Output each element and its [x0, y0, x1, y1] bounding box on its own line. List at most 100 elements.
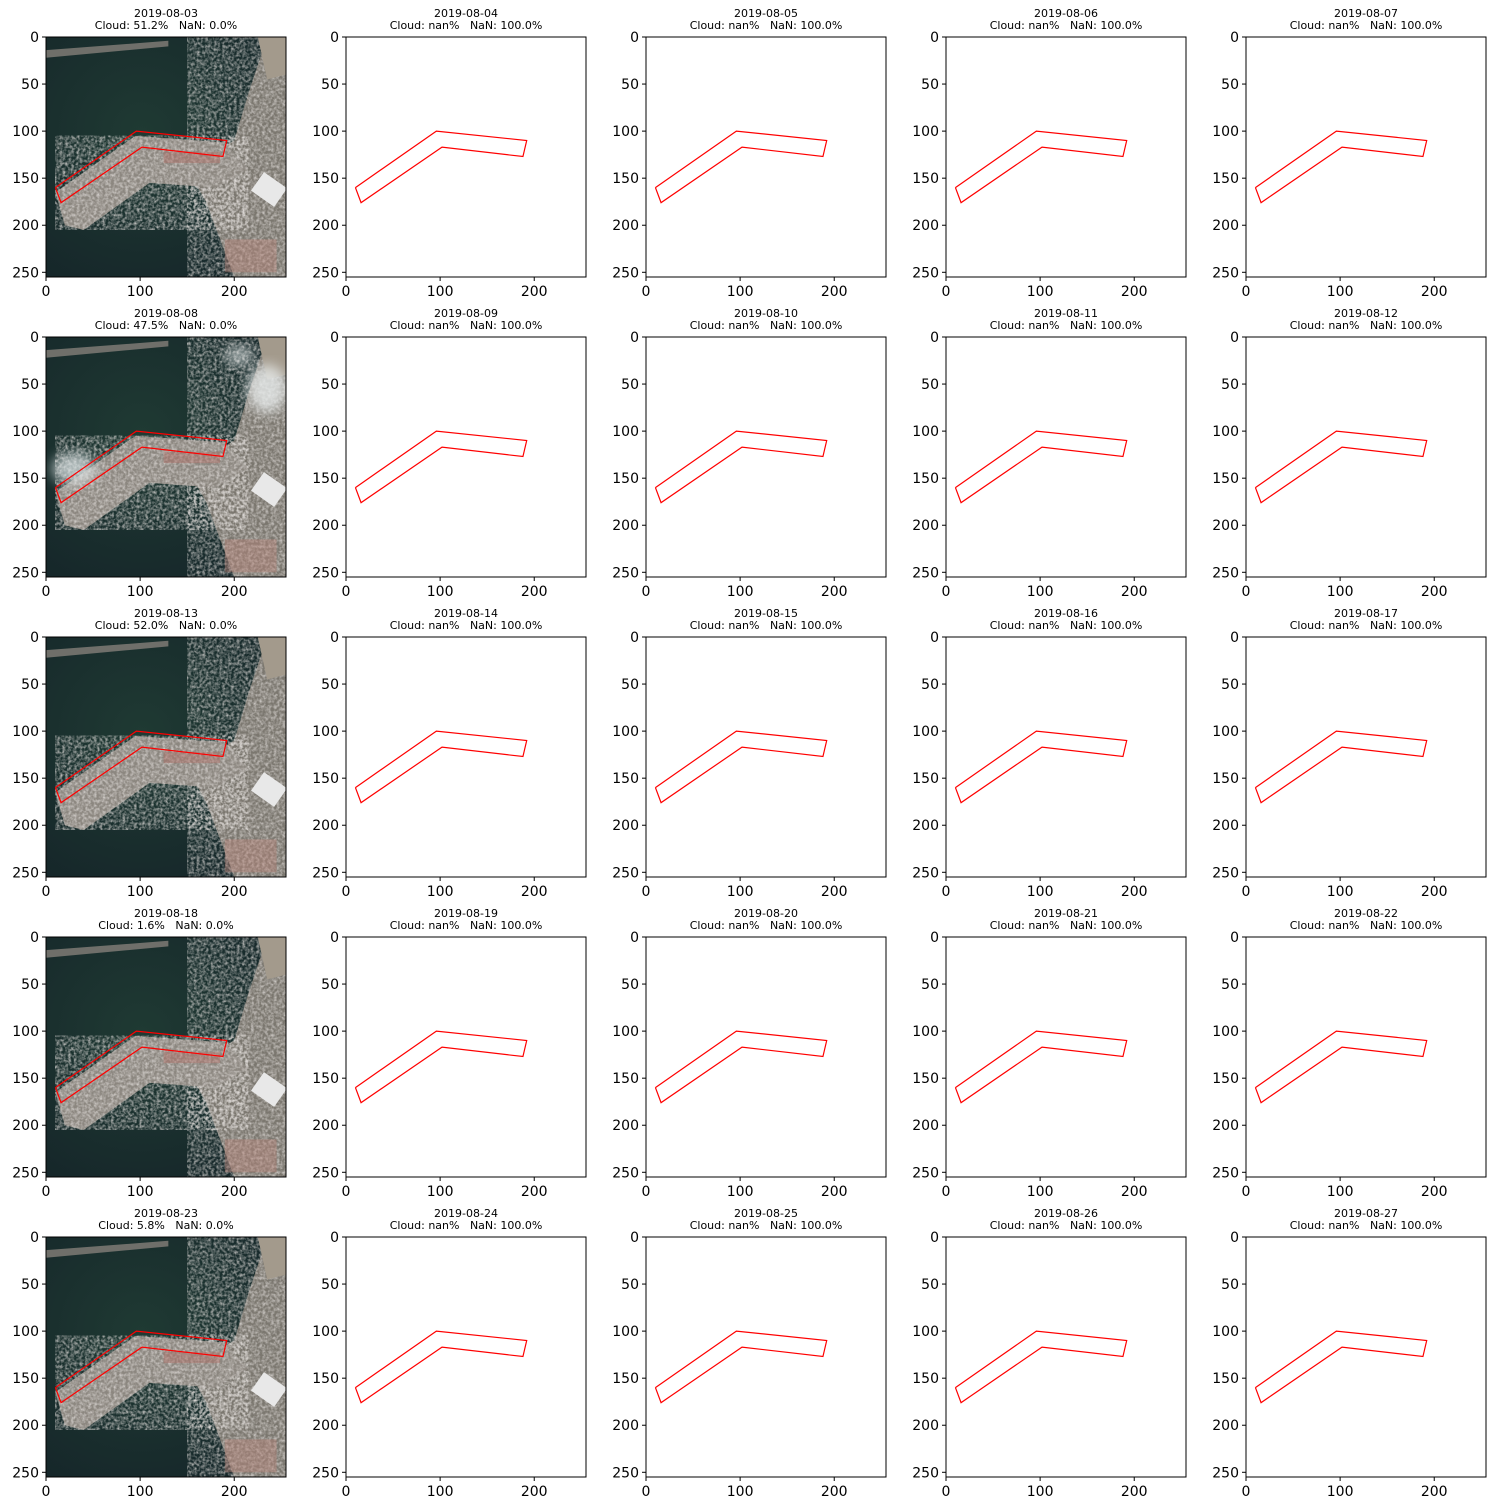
x-tick-label: 200: [821, 1184, 848, 1200]
y-tick-label: 200: [12, 518, 39, 534]
axes-frame: [1245, 36, 1487, 278]
aoi-outline: [954, 1030, 1128, 1104]
panel-date: 2019-08-18: [134, 907, 198, 920]
panel-date: 2019-08-26: [1034, 1207, 1098, 1220]
aoi-outline: [354, 730, 528, 804]
y-tick-label: 0: [930, 30, 939, 46]
x-tick-label: 0: [642, 284, 651, 300]
y-tick-label: 0: [330, 1230, 339, 1246]
x-tick-label: 200: [1121, 1184, 1148, 1200]
x-tick-label: 0: [942, 584, 951, 600]
y-tick-label: 200: [12, 218, 39, 234]
y-tick-label: 200: [12, 1418, 39, 1434]
y-tick-label: 250: [612, 265, 639, 281]
x-tick-label: 100: [727, 884, 754, 900]
x-tick-label: 200: [1121, 584, 1148, 600]
empty-image: [1246, 337, 1486, 577]
y-tick-label: 250: [1212, 865, 1239, 881]
x-tick-label: 100: [1327, 884, 1354, 900]
y-tick-label: 0: [630, 30, 639, 46]
satellite-image: [46, 37, 286, 277]
panel-date: 2019-08-15: [734, 607, 798, 620]
x-tick-label: 0: [642, 1184, 651, 1200]
y-tick-label: 0: [1230, 30, 1239, 46]
y-tick-label: 0: [930, 330, 939, 346]
y-tick-label: 250: [1212, 565, 1239, 581]
y-tick-label: 250: [312, 865, 339, 881]
axes-frame: [945, 936, 1187, 1178]
y-tick-label: 150: [12, 1071, 39, 1087]
panel-stats: Cloud: nan% NaN: 100.0%: [690, 319, 843, 332]
x-tick-label: 0: [42, 1184, 51, 1200]
aoi-outline: [954, 430, 1128, 504]
x-tick-label: 100: [427, 584, 454, 600]
axes-frame: [645, 936, 887, 1178]
x-tick-label: 100: [727, 284, 754, 300]
panel-stats: Cloud: nan% NaN: 100.0%: [390, 19, 543, 32]
y-tick-label: 100: [912, 124, 939, 140]
axes-frame: [645, 636, 887, 878]
aoi-outline: [954, 1330, 1128, 1404]
x-tick-label: 200: [221, 884, 248, 900]
y-tick-label: 0: [30, 630, 39, 646]
y-tick-label: 200: [312, 1418, 339, 1434]
y-tick-label: 250: [612, 565, 639, 581]
y-tick-label: 50: [621, 1277, 639, 1293]
x-tick-label: 200: [821, 1484, 848, 1500]
y-tick-label: 200: [612, 1418, 639, 1434]
y-tick-label: 50: [321, 77, 339, 93]
x-tick-label: 200: [521, 1184, 548, 1200]
panel-stats: Cloud: nan% NaN: 100.0%: [1290, 1219, 1443, 1232]
x-tick-label: 0: [642, 1484, 651, 1500]
y-tick-label: 100: [12, 424, 39, 440]
y-tick-label: 100: [1212, 1024, 1239, 1040]
y-tick-label: 200: [1212, 818, 1239, 834]
aoi-outline: [54, 1030, 228, 1104]
y-tick-label: 100: [612, 424, 639, 440]
panel-stats: Cloud: nan% NaN: 100.0%: [990, 619, 1143, 632]
x-tick-label: 100: [1027, 884, 1054, 900]
empty-image: [1246, 37, 1486, 277]
y-tick-label: 200: [12, 818, 39, 834]
x-tick-label: 200: [521, 284, 548, 300]
x-tick-label: 0: [1242, 1184, 1251, 1200]
panel-stats: Cloud: 47.5% NaN: 0.0%: [95, 319, 237, 332]
panel-date: 2019-08-04: [434, 7, 498, 20]
x-tick-label: 0: [1242, 284, 1251, 300]
y-tick-label: 200: [312, 218, 339, 234]
y-tick-label: 100: [912, 424, 939, 440]
x-tick-label: 200: [221, 1184, 248, 1200]
x-tick-label: 200: [221, 584, 248, 600]
y-tick-label: 150: [612, 1371, 639, 1387]
y-tick-label: 50: [321, 1277, 339, 1293]
x-tick-label: 200: [221, 1484, 248, 1500]
y-tick-label: 100: [312, 724, 339, 740]
y-tick-label: 250: [612, 1465, 639, 1481]
y-tick-label: 200: [1212, 1418, 1239, 1434]
empty-image: [346, 637, 586, 877]
y-tick-label: 50: [921, 77, 939, 93]
y-tick-label: 250: [12, 865, 39, 881]
y-tick-label: 0: [930, 630, 939, 646]
y-tick-label: 100: [1212, 424, 1239, 440]
y-tick-label: 200: [12, 1118, 39, 1134]
y-tick-label: 250: [912, 865, 939, 881]
y-tick-label: 150: [912, 1371, 939, 1387]
panel-stats: Cloud: 1.6% NaN: 0.0%: [98, 919, 233, 932]
y-tick-label: 250: [1212, 1465, 1239, 1481]
panel-date: 2019-08-14: [434, 607, 498, 620]
empty-image: [1246, 637, 1486, 877]
empty-image: [946, 337, 1186, 577]
y-tick-label: 150: [312, 471, 339, 487]
axes-frame: [945, 36, 1187, 278]
y-tick-label: 50: [21, 977, 39, 993]
